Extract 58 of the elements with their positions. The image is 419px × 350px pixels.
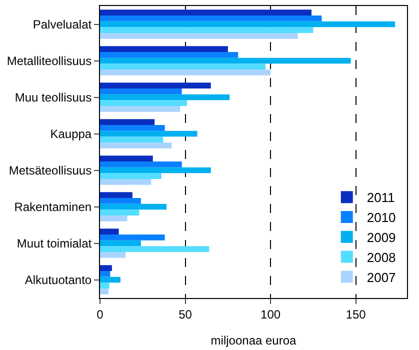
x-axis-title: miljoonaa euroa bbox=[210, 333, 297, 348]
bar bbox=[100, 234, 165, 240]
bar bbox=[100, 27, 314, 34]
x-tick-label: 0 bbox=[96, 307, 104, 322]
bar bbox=[100, 228, 119, 234]
bar bbox=[100, 64, 266, 70]
bar bbox=[100, 88, 182, 94]
legend-label: 2011 bbox=[366, 190, 395, 206]
bar bbox=[100, 282, 110, 289]
bar bbox=[100, 156, 153, 162]
bar bbox=[100, 119, 155, 125]
bar bbox=[100, 100, 187, 106]
x-tick-label: 150 bbox=[346, 307, 366, 322]
bar bbox=[100, 210, 140, 216]
bar bbox=[100, 46, 228, 52]
bar bbox=[100, 124, 165, 131]
bar bbox=[100, 246, 210, 252]
bar bbox=[100, 192, 132, 198]
bar bbox=[100, 10, 312, 16]
bar bbox=[100, 94, 230, 100]
y-tick-label: Palvelualat bbox=[32, 17, 92, 32]
y-tick-label: Rakentaminen bbox=[14, 200, 92, 214]
x-tick-label: 100 bbox=[260, 307, 281, 322]
legend-label: 2009 bbox=[366, 230, 396, 245]
bar bbox=[100, 167, 211, 174]
bar bbox=[100, 142, 172, 148]
bar bbox=[100, 179, 152, 185]
y-tick-label: Metsäteollisuus bbox=[8, 163, 92, 178]
bar bbox=[100, 252, 126, 258]
bar bbox=[100, 15, 322, 22]
bar bbox=[100, 52, 238, 58]
bar bbox=[100, 70, 271, 76]
x-tick-label: 50 bbox=[178, 307, 192, 322]
bar bbox=[100, 21, 396, 28]
bar bbox=[100, 265, 112, 271]
y-tick-label: Metalliteollisuus bbox=[6, 54, 92, 68]
bar bbox=[100, 161, 182, 168]
bar bbox=[100, 198, 141, 204]
legend-label: 2007 bbox=[366, 270, 396, 285]
bar bbox=[100, 288, 109, 294]
bar bbox=[100, 130, 198, 137]
bar bbox=[100, 270, 110, 277]
legend-label: 2010 bbox=[366, 210, 396, 226]
bar bbox=[100, 240, 141, 246]
y-tick-label: Muu teollisuus bbox=[14, 90, 92, 104]
y-tick-label: Kauppa bbox=[50, 126, 92, 141]
bar bbox=[100, 276, 120, 283]
bar bbox=[100, 136, 164, 143]
bar bbox=[100, 58, 351, 64]
bar bbox=[100, 33, 298, 39]
bar bbox=[100, 173, 162, 180]
bar bbox=[100, 204, 167, 210]
bar bbox=[100, 106, 180, 112]
bar bbox=[100, 82, 211, 88]
y-tick-label: Alkutuotanto bbox=[24, 272, 92, 287]
y-tick-label: Muut toimialat bbox=[16, 236, 92, 250]
legend-label: 2008 bbox=[366, 250, 396, 265]
bar bbox=[100, 216, 128, 222]
